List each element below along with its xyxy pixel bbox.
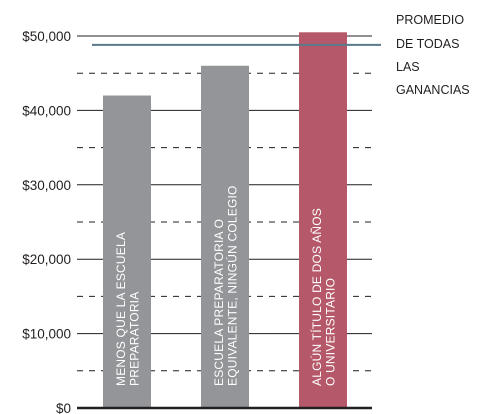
bar-label-line: ALGÚN TÍTULO DE DOS AÑOS <box>309 208 324 386</box>
bar-1 <box>103 95 151 409</box>
bar-label-line: ESCUELA PREPARATORIA O <box>212 219 226 386</box>
average-annotation-line: GANANCIAS <box>396 83 470 97</box>
average-annotation-line: PROMEDIO <box>396 13 464 27</box>
bar-label-line: EQUIVALENTE, NINGÚN COLEGIO <box>224 185 239 386</box>
bar-label-line: PREPARATORIA <box>127 292 141 386</box>
y-axis-tick-labels: $0 $10,000 $20,000 $30,000 $40,000 $50,000 <box>22 29 71 414</box>
bar-3-label: ALGÚN TÍTULO DE DOS AÑOS O UNIVERSITARIO <box>309 208 338 386</box>
y-tick-label: $20,000 <box>22 252 71 267</box>
y-tick-label: $50,000 <box>22 29 71 44</box>
bar-3 <box>299 32 347 408</box>
bars: MENOS QUE LA ESCUELA PREPARATORIA ESCUELA … <box>103 32 347 409</box>
y-tick-label: $0 <box>56 401 71 414</box>
bar-2-label: ESCUELA PREPARATORIA O EQUIVALENTE, NINGÚ… <box>212 185 240 386</box>
bar-1-label: MENOS QUE LA ESCUELA PREPARATORIA <box>114 232 142 386</box>
reference-line-group: PROMEDIO DE TODAS LAS GANANCIAS <box>92 13 470 97</box>
bar-2 <box>201 65 249 408</box>
bar-label-line: O UNIVERSITARIO <box>323 278 337 386</box>
average-annotation-line: DE TODAS <box>396 37 459 51</box>
y-tick-label: $10,000 <box>22 327 71 342</box>
y-tick-label: $30,000 <box>22 178 71 193</box>
bar-label-line: MENOS QUE LA ESCUELA <box>114 232 128 386</box>
average-annotation-line: LAS <box>396 60 420 74</box>
y-tick-label: $40,000 <box>22 103 71 118</box>
